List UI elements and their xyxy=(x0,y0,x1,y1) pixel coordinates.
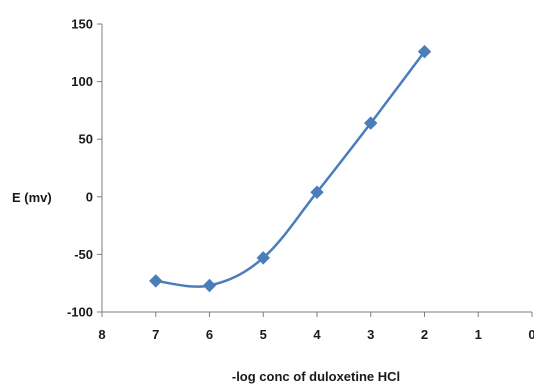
x-tick-label: 4 xyxy=(313,327,321,342)
x-tick-label: 2 xyxy=(421,327,428,342)
x-tick-label: 1 xyxy=(475,327,482,342)
y-tick-label: 100 xyxy=(71,74,93,89)
y-ticks: 150 100 50 0 -50 -100 xyxy=(67,17,102,320)
x-axis-title: -log conc of duloxetine HCl xyxy=(232,369,400,384)
y-tick-label: 50 xyxy=(79,132,93,147)
y-tick-label: -100 xyxy=(67,305,93,320)
y-tick-label: 150 xyxy=(71,17,93,32)
data-point-diamond xyxy=(149,274,163,288)
data-point-diamond xyxy=(310,185,324,199)
y-tick-label: -50 xyxy=(74,247,93,262)
data-point-diamond xyxy=(364,116,378,130)
data-point-diamond xyxy=(256,251,270,265)
y-axis-title: E (mv) xyxy=(12,190,52,205)
x-axis: 8 7 6 5 4 3 2 1 0 xyxy=(98,311,534,342)
x-tick-label: 6 xyxy=(206,327,213,342)
data-point-diamond xyxy=(417,44,432,59)
x-tick-label: 7 xyxy=(152,327,159,342)
y-axis: 150 100 50 0 -50 -100 xyxy=(67,17,103,320)
y-tick-label: 0 xyxy=(86,189,93,204)
x-ticks: 8 7 6 5 4 3 2 1 0 xyxy=(98,312,534,342)
x-tick-label: 5 xyxy=(260,327,267,342)
series-layer xyxy=(149,44,432,293)
data-point-diamond xyxy=(202,278,217,293)
x-tick-label: 8 xyxy=(98,327,105,342)
x-tick-label: 3 xyxy=(367,327,374,342)
x-tick-label: 0 xyxy=(528,327,534,342)
series-line xyxy=(155,50,426,288)
